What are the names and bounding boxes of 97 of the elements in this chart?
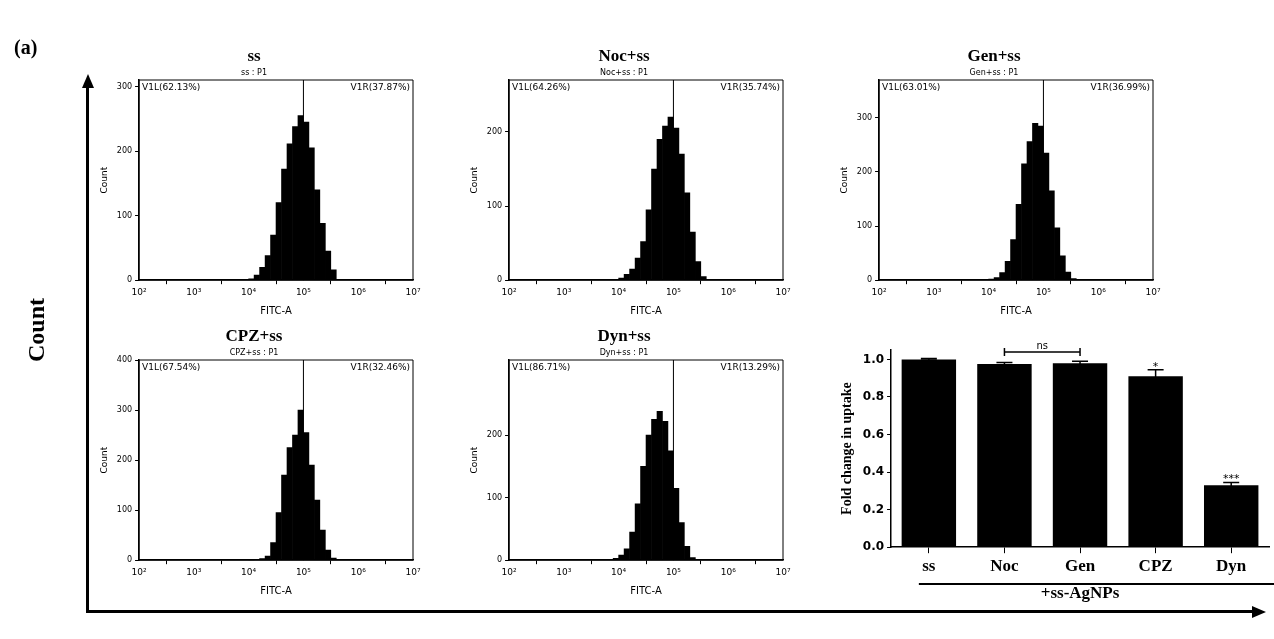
chart-title: Noc+ss xyxy=(598,45,650,65)
text: Count xyxy=(22,297,50,363)
x-axis-title: FITC-A xyxy=(260,304,292,316)
x-tick-label: 10⁴ xyxy=(611,286,627,297)
x-tick-label: 10⁶ xyxy=(350,566,367,577)
x-tick-label: 10² xyxy=(501,566,517,577)
x-tick-label: CPZ xyxy=(1138,555,1173,575)
chart-subtitle: CPZ+ss : P1 xyxy=(229,348,279,358)
y-tick-label: 0.6 xyxy=(862,426,885,441)
x-tick-label: 10⁴ xyxy=(981,286,997,297)
x-tick-label: Gen xyxy=(1064,555,1096,575)
y-tick-label: 100 xyxy=(486,201,503,211)
y-tick-label: 200 xyxy=(116,455,133,465)
y-tick-label: 0.8 xyxy=(862,389,885,404)
x-tick-label: 10³ xyxy=(186,566,202,577)
y-tick-label: 0.0 xyxy=(862,539,885,554)
y-tick-label: 300 xyxy=(116,81,133,91)
x-tick-label: 10⁴ xyxy=(241,286,257,297)
chart-title: Gen+ss xyxy=(967,45,1021,65)
y-tick-label: 0.2 xyxy=(862,501,885,516)
x-tick-label: 10⁵ xyxy=(1035,286,1052,297)
annotation: * xyxy=(1152,359,1159,373)
y-tick-label: 0 xyxy=(496,555,503,565)
x-tick-label: 10⁷ xyxy=(1145,286,1161,297)
y-tick-label: 200 xyxy=(116,146,133,156)
y-tick-label: 1.0 xyxy=(862,351,885,366)
x-tick-label: 10⁶ xyxy=(720,566,737,577)
chart-subtitle: ss : P1 xyxy=(240,68,268,78)
annotation: V1R(13.29%) xyxy=(720,361,780,372)
x-axis-title: +ss-AgNPs xyxy=(1040,583,1120,603)
chart-title: Dyn+ss xyxy=(597,325,651,345)
chart-subtitle: Noc+ss : P1 xyxy=(599,68,649,78)
y-tick-label: 200 xyxy=(856,167,873,177)
y-axis-title: Count xyxy=(468,166,479,194)
y-tick-label: 400 xyxy=(116,355,133,365)
annotation: V1L(67.54%) xyxy=(142,361,201,372)
chart-title: ss xyxy=(247,45,261,65)
x-tick-label: 10⁵ xyxy=(295,286,312,297)
x-tick-label: 10⁶ xyxy=(720,286,737,297)
x-tick-label: 10⁷ xyxy=(775,286,791,297)
x-tick-label: 10⁴ xyxy=(611,566,627,577)
x-tick-label: 10³ xyxy=(556,286,572,297)
y-axis-title: Count xyxy=(468,446,479,474)
y-tick-label: 100 xyxy=(116,505,133,515)
x-tick-label: 10⁵ xyxy=(665,566,682,577)
annotation: ns xyxy=(1036,339,1049,351)
annotation: *** xyxy=(1222,472,1240,486)
y-tick-label: 0.4 xyxy=(862,464,885,479)
y-tick-label: 300 xyxy=(856,112,873,122)
chart-subtitle: Gen+ss : P1 xyxy=(969,68,1019,78)
annotation: V1L(63.01%) xyxy=(882,81,941,92)
y-tick-label: 0 xyxy=(126,275,133,285)
y-tick-label: 200 xyxy=(486,430,503,440)
y-tick-label: 0 xyxy=(496,275,503,285)
annotation: V1L(64.26%) xyxy=(512,81,571,92)
x-tick-label: 10³ xyxy=(186,286,202,297)
text: (a) xyxy=(14,36,38,59)
annotation: V1L(86.71%) xyxy=(512,361,571,372)
y-axis-title: Count xyxy=(98,166,109,194)
x-tick-label: 10⁷ xyxy=(775,566,791,577)
x-tick-label: 10² xyxy=(871,286,887,297)
x-tick-label: 10⁶ xyxy=(350,286,367,297)
annotation: V1R(35.74%) xyxy=(720,81,780,92)
x-tick-label: 10³ xyxy=(556,566,572,577)
x-tick-label: 10⁵ xyxy=(665,286,682,297)
x-tick-label: 10⁶ xyxy=(1090,286,1107,297)
x-tick-label: 10⁷ xyxy=(405,566,421,577)
y-axis-title: Fold change in uptake xyxy=(839,382,855,515)
x-tick-label: Noc xyxy=(990,555,1020,575)
x-axis-title: FITC-A xyxy=(260,584,292,596)
x-axis-title: FITC-A xyxy=(630,584,662,596)
chart-title: CPZ+ss xyxy=(225,325,283,345)
y-axis-title: Count xyxy=(838,166,849,194)
annotation: V1R(36.99%) xyxy=(1090,81,1150,92)
x-axis-title: FITC-A xyxy=(630,304,662,316)
y-tick-label: 300 xyxy=(116,405,133,415)
y-axis-title: Count xyxy=(98,446,109,474)
y-tick-label: 200 xyxy=(486,126,503,136)
x-tick-label: ss xyxy=(922,555,936,575)
y-tick-label: 0 xyxy=(126,555,133,565)
x-tick-label: 10⁷ xyxy=(405,286,421,297)
y-tick-label: 0 xyxy=(866,275,873,285)
x-tick-label: Dyn xyxy=(1216,555,1247,575)
annotation: V1L(62.13%) xyxy=(142,81,201,92)
x-tick-label: 10⁵ xyxy=(295,566,312,577)
annotation: V1R(32.46%) xyxy=(350,361,410,372)
x-tick-label: 10² xyxy=(501,286,517,297)
x-axis-title: FITC-A xyxy=(1000,304,1032,316)
x-tick-label: 10⁴ xyxy=(241,566,257,577)
x-tick-label: 10³ xyxy=(926,286,942,297)
x-tick-label: 10² xyxy=(131,566,147,577)
x-tick-label: 10² xyxy=(131,286,147,297)
y-tick-label: 100 xyxy=(486,492,503,502)
chart-subtitle: Dyn+ss : P1 xyxy=(599,348,649,358)
y-tick-label: 100 xyxy=(116,210,133,220)
y-tick-label: 100 xyxy=(856,221,873,231)
annotation: V1R(37.87%) xyxy=(350,81,410,92)
